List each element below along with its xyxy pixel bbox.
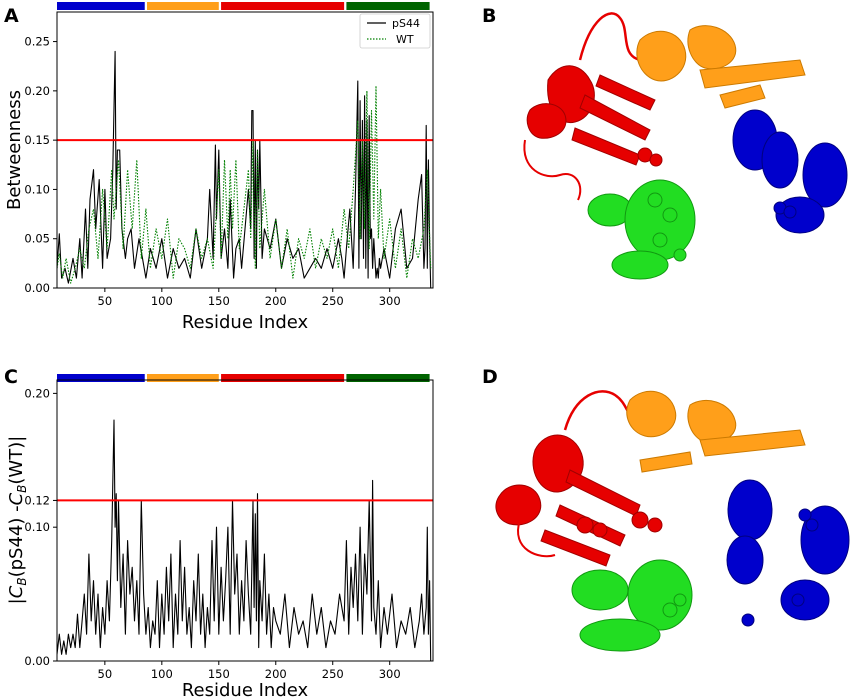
y-tick-label: 0.25 [24, 35, 50, 49]
x-tick-label: 100 [151, 294, 173, 308]
structure-b-red-domain [526, 65, 663, 167]
y-tick-label: 0.12 [24, 493, 50, 507]
y-tick-label: 0.20 [24, 84, 50, 98]
protein-structure-b [523, 12, 848, 280]
panel-letter-c: C [4, 366, 18, 388]
structure-d-blue-domain [726, 479, 850, 627]
y-tick-label: 0.00 [24, 654, 50, 668]
chart-c-frame [56, 379, 434, 662]
x-tick-label: 150 [208, 667, 230, 681]
domain-bar-segment-3 [346, 374, 430, 382]
series-line-diff [57, 419, 432, 661]
x-tick-label: 200 [265, 294, 287, 308]
x-tick-label: 250 [322, 294, 344, 308]
x-tick-label: 50 [98, 667, 113, 681]
x-tick-label: 100 [151, 667, 173, 681]
legend-label-ps44: pS44 [392, 17, 420, 30]
domain-bar-segment-1 [147, 374, 219, 382]
panel-letter-d: D [482, 366, 498, 388]
chart-a-ylabel: Betweenness [4, 90, 25, 210]
domain-bar-segment-0 [57, 374, 145, 382]
x-tick-label: 300 [379, 294, 401, 308]
y-tick-label: 0.15 [24, 133, 50, 147]
chart-c-ticks: 50 100 150 200 250 300 0.00 0.10 0.12 0.20 [24, 386, 400, 681]
y-tick-label: 0.20 [24, 386, 50, 400]
domain-bar-segment-0 [57, 2, 145, 10]
x-tick-label: 200 [265, 667, 287, 681]
domain-bar-segment-2 [221, 2, 345, 10]
domain-bar-segment-3 [346, 2, 430, 10]
y-tick-label: 0.10 [24, 520, 50, 534]
chart-a-legend: pS44 WT [359, 13, 431, 49]
chart-a-domain-bar [57, 2, 430, 10]
y-tick-label: 0.00 [24, 281, 50, 295]
domain-bar-segment-2 [221, 374, 345, 382]
y-tick-label: 0.05 [24, 232, 50, 246]
legend-label-wt: WT [396, 33, 414, 46]
chart-a-frame [56, 11, 434, 289]
x-tick-label: 300 [379, 667, 401, 681]
structure-d-green-domain [571, 559, 693, 652]
series-line-ps44 [57, 50, 432, 288]
panel-letter-a: A [4, 5, 19, 27]
chart-a-ticks: 50 100 150 200 250 300 0.00 0.05 0.10 0.15 0.20 0.2… [24, 35, 400, 308]
chart-c-ylabel: |CB(pS44) -CB(WT)| [6, 436, 29, 605]
structure-d-orange-domain [626, 390, 806, 473]
chart-a: 50 100 150 200 250 300 0.00 0.05 0.10 0.15 0.20 0.2… [4, 2, 434, 333]
structure-b-orange-domain [636, 25, 806, 109]
protein-structure-d [495, 390, 850, 652]
structure-d-red-domain [495, 434, 663, 567]
chart-c: 50 100 150 200 250 300 0.00 0.10 0.12 0.20 Residu… [6, 374, 434, 699]
x-tick-label: 250 [322, 667, 344, 681]
x-tick-label: 50 [98, 294, 113, 308]
structure-b-green-domain [587, 179, 696, 280]
domain-bar-segment-1 [147, 2, 219, 10]
x-tick-label: 150 [208, 294, 230, 308]
y-tick-label: 0.10 [24, 182, 50, 196]
structure-b-blue-domain [732, 109, 848, 234]
panel-letter-b: B [482, 5, 496, 27]
chart-a-xlabel: Residue Index [182, 312, 309, 333]
chart-c-xlabel: Residue Index [182, 680, 309, 699]
chart-c-domain-bar [57, 374, 430, 382]
chart-a-series [57, 50, 432, 288]
chart-c-series [57, 419, 432, 661]
